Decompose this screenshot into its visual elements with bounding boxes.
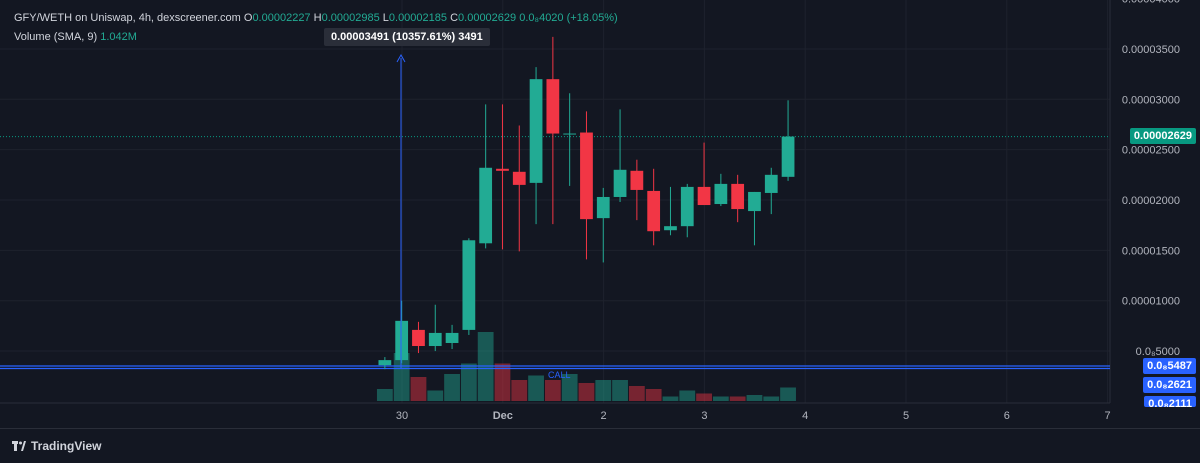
volume-bar [410,377,427,401]
volume-bar [528,375,544,401]
footer-bar: TradingView [0,428,1200,463]
line-price-label-1: 0.0₈5487 [1143,358,1196,374]
time-tick-label: 7 [1105,410,1111,422]
change-value: 0.0₈4020 (+18.05%) [519,12,618,24]
time-tick-label: 6 [1004,410,1010,422]
volume-bar [561,374,578,401]
price-axis: 0.00004000 0.00003500 0.00003000 0.00002500… [1122,0,1180,358]
volume-label: Volume (SMA, 9) [14,31,98,43]
candle-body [462,240,476,330]
tradingview-logo[interactable]: TradingView [12,439,101,453]
candle-body [496,168,509,171]
volume-series [376,332,796,401]
price-tick-label: 0.00001500 [1122,245,1180,257]
volume-bar [595,380,612,401]
candle-body [630,170,644,190]
time-tick-label: 4 [802,410,808,422]
candle-body [529,79,543,183]
volume-bar [712,396,729,401]
volume-bar [645,389,662,401]
volume-bar [729,396,746,401]
candle-body [563,133,577,135]
time-tick-label: 2 [601,410,607,422]
candle-body [731,183,745,210]
volume-value: 1.042M [100,31,137,43]
candle-body [395,320,409,361]
price-tick-label: 0.00004000 [1122,0,1180,6]
volume-bar [393,353,410,401]
volume-legend: Volume (SMA, 9) 1.042M [14,31,137,43]
candle-body [580,132,593,220]
tradingview-icon [12,441,26,451]
call-annotation: CALL [548,370,571,380]
candle-body [445,332,459,343]
volume-bar [612,380,628,401]
tradingview-brand: TradingView [31,439,102,453]
grid-lines [0,0,1110,403]
candle-body [781,136,795,177]
price-tick-label: 0.00002000 [1122,195,1180,207]
low-label: L [382,12,389,24]
close-label: C [450,12,459,24]
open-label: O [243,12,253,24]
volume-bar [780,387,796,401]
candle-body [479,167,493,244]
candle-body [412,329,425,347]
candle-body [378,360,392,366]
volume-bar [460,363,477,401]
time-tick-label: 3 [701,410,707,422]
volume-bar [578,383,595,401]
candle-body [697,186,711,206]
candle-body [680,186,694,227]
candle-body [664,226,677,231]
high-value: 0.00002985 [321,12,380,24]
line-price-label-2: 0.0₈2621 [1143,377,1196,393]
measure-arrow-head [396,53,406,63]
candle-body [613,169,627,197]
volume-bar [376,389,393,401]
symbol-title: GFY/WETH on Uniswap, 4h, dexscreener.com [14,12,241,24]
volume-bar [544,380,561,401]
volume-bar [746,395,763,401]
price-tick-label: 0.0₈5000 [1136,346,1180,358]
volume-bar [679,390,696,401]
volume-bar [427,390,444,401]
candle-body [647,190,661,232]
time-tick-label: 30 [396,410,408,422]
volume-bar [444,374,460,401]
candle-body [428,332,442,347]
candle-body [596,196,610,219]
high-label: H [313,12,322,24]
time-tick-label: Dec [493,410,513,422]
time-tick-label: 5 [903,410,909,422]
open-value: 0.00002227 [252,12,311,24]
price-tick-label: 0.00001000 [1122,296,1180,308]
volume-bar [628,386,645,401]
line-price-label-3: 0.0₈2111 [1144,396,1196,407]
volume-bar [763,396,780,401]
volume-bar [662,396,679,401]
price-tick-label: 0.00002500 [1122,145,1180,157]
volume-bar [494,363,511,401]
candle-body [512,171,526,185]
low-value: 0.00002185 [388,12,448,24]
measure-tooltip: 0.00003491 (10357.61%) 3491 [324,28,490,46]
candle-body [714,183,728,205]
current-price-label: 0.00002629 [1129,128,1196,144]
price-tick-label: 0.00003500 [1122,44,1180,56]
candle-body [748,191,761,212]
candle-series [378,36,795,370]
volume-bar [696,393,712,401]
candle-body [764,174,778,193]
time-axis: 30 Dec 2 3 4 5 6 7 [396,410,1111,422]
candle-body [546,79,560,134]
symbol-legend: GFY/WETH on Uniswap, 4h, dexscreener.com… [14,12,618,24]
price-tick-label: 0.00003000 [1122,94,1180,106]
volume-bar [511,380,528,401]
close-value: 0.00002629 [458,12,517,24]
